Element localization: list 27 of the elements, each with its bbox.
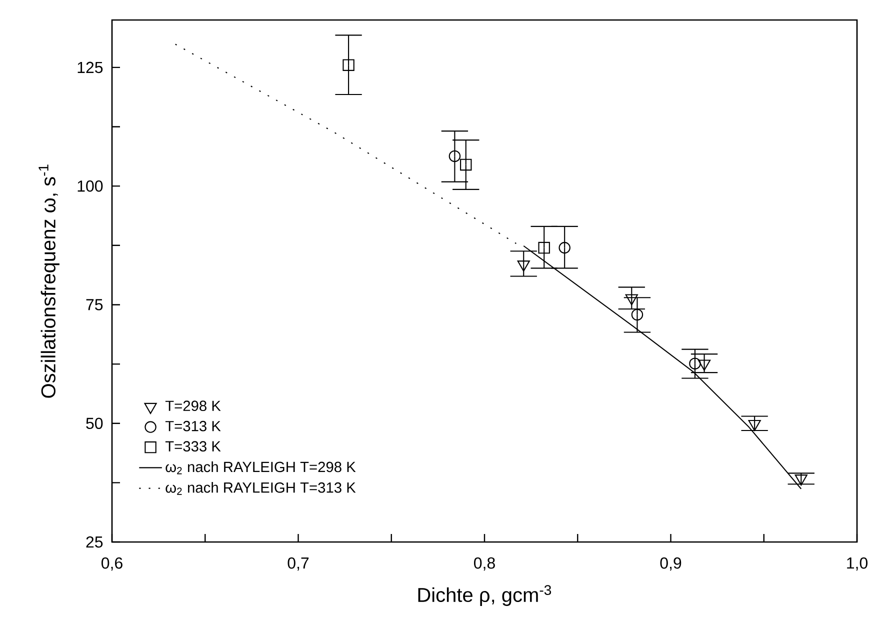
y-tick-label: 75 [86,299,103,310]
point [448,150,461,162]
y-tick-label: 50 [86,418,103,430]
point [748,420,761,432]
legend-label: T=333 K [165,441,221,452]
point [625,294,638,306]
x-tick-label: 0,8 [474,557,495,571]
point [689,358,701,370]
point [794,474,808,486]
x-tick-label: 0,7 [288,557,309,571]
y-tick-label: 25 [86,536,103,548]
legend-label: T=313 K [165,420,221,432]
point [558,242,570,254]
point [342,59,354,71]
y-tick-label: 100 [78,180,103,192]
y-tick-label: 125 [78,62,103,74]
x-axis-title: Dichte ρ, gcm$^{-3}$ [418,585,552,606]
x-tick-label: 0,6 [102,557,122,571]
legend-label: ω$_{2}$ nach RAYLEIGH T=298 K [166,461,356,474]
point [517,260,530,272]
legend-label: T=298 K [165,400,221,412]
point [631,308,644,321]
x-tick-label: 1,0 [847,557,868,571]
point [460,158,472,171]
x-tick-label: 0,9 [660,557,682,571]
legend-label: ω$_{2}$ nach RAYLEIGH T=313 K [166,482,356,495]
y-axis-title: Oszillationsfrequenz ω, s$^{-1}$ [38,164,60,398]
